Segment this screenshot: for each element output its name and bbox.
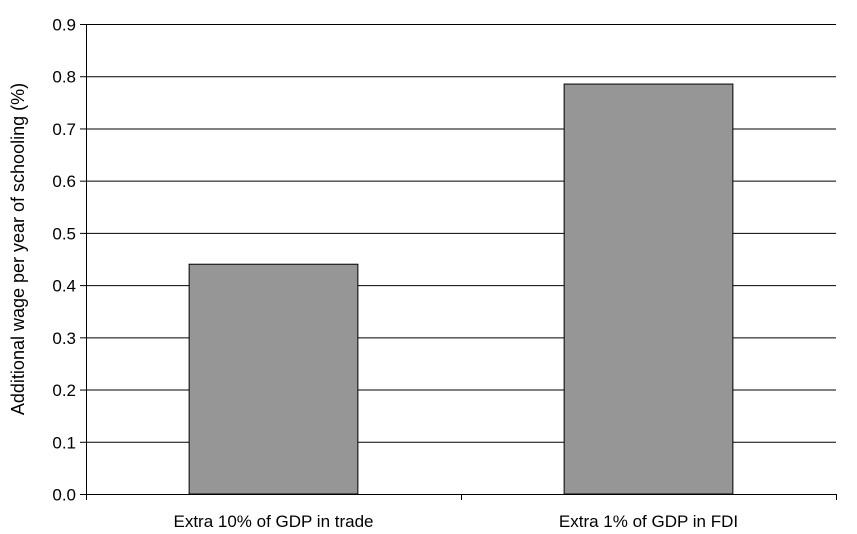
- bar: [563, 83, 734, 495]
- bars: [188, 83, 734, 495]
- x-category-label: Extra 1% of GDP in FDI: [559, 512, 738, 531]
- y-tick-label: 0.9: [52, 16, 76, 35]
- y-tick-label: 0.5: [52, 224, 76, 243]
- y-tick-label: 0.6: [52, 172, 76, 191]
- y-tick-label: 0.2: [52, 381, 76, 400]
- y-ticks: 0.0 0.1 0.2 0.3 0.4 0.5 0.6 0.7 0.8 0.9: [52, 16, 86, 505]
- y-axis-title: Additional wage per year of schooling (%…: [8, 83, 28, 415]
- x-category-label: Extra 10% of GDP in trade: [173, 512, 373, 531]
- y-tick-label: 0.3: [52, 329, 76, 348]
- y-tick-label: 0.8: [52, 68, 76, 87]
- y-tick-label: 0.7: [52, 120, 76, 139]
- x-ticks: Extra 10% of GDP in trade Extra 1% of GDP…: [86, 494, 837, 531]
- y-tick-label: 0.0: [52, 486, 76, 505]
- y-tick-label: 0.4: [52, 277, 76, 296]
- y-tick-label: 0.1: [52, 433, 76, 452]
- bar: [188, 263, 359, 495]
